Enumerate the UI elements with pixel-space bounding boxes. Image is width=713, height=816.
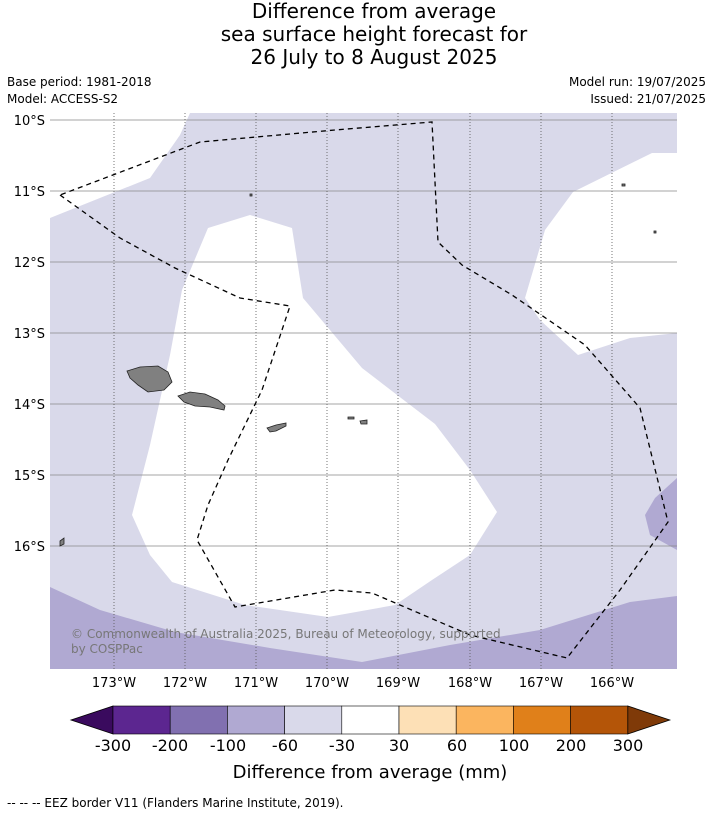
- region-below-100-east: [645, 478, 677, 550]
- lon-label: 168°W: [448, 676, 492, 691]
- copyright-line-1: © Commonwealth of Australia 2025, Bureau…: [71, 627, 501, 641]
- region-neutral-central: [132, 215, 497, 617]
- colorbar-tick-label: 100: [499, 736, 530, 755]
- map-title: Difference from average sea surface heig…: [0, 0, 713, 69]
- map-area: © Commonwealth of Australia 2025, Bureau…: [50, 113, 677, 669]
- lat-label: 11°S: [14, 185, 45, 200]
- longitude-labels: 173°W 172°W 171°W 170°W 169°W 168°W 167°…: [92, 676, 634, 691]
- lat-label: 16°S: [14, 540, 45, 555]
- title-line-3: 26 July to 8 August 2025: [250, 45, 498, 69]
- region-below-100-south: [50, 587, 677, 669]
- colorbar-segment: [169, 705, 228, 735]
- island-speck-north: [249, 193, 253, 197]
- colorbar-extend-high: [627, 705, 672, 735]
- base-period: Base period: 1981-2018: [7, 75, 152, 89]
- lat-label: 13°S: [14, 327, 45, 342]
- colorbar-tick-label: -30: [329, 736, 355, 755]
- colorbar-segment: [341, 705, 400, 735]
- meta-left: Base period: 1981-2018 Model: ACCESS-S2: [7, 74, 152, 108]
- latitude-labels: 10°S 11°S 12°S 13°S 14°S 15°S 16°S: [14, 114, 45, 555]
- colorbar-segment: [570, 705, 629, 735]
- colorbar-tick-label: 30: [389, 736, 409, 755]
- island-speck-east: [653, 230, 657, 234]
- lon-label: 171°W: [234, 676, 278, 691]
- colorbar-segment: [513, 705, 571, 735]
- colorbar-segment: [455, 705, 514, 735]
- colorbar-tick-label: 60: [447, 736, 467, 755]
- lat-label: 12°S: [14, 256, 45, 271]
- lon-label: 172°W: [163, 676, 207, 691]
- island-atoll-northeast: [621, 183, 626, 187]
- land-masses: [59, 183, 657, 547]
- lon-label: 173°W: [92, 676, 136, 691]
- lon-label: 169°W: [376, 676, 420, 691]
- region-neutral-northwest: [50, 113, 190, 218]
- issued-date: Issued: 21/07/2025: [590, 92, 706, 106]
- lon-label: 167°W: [519, 676, 563, 691]
- colorbar-segment: [284, 705, 343, 735]
- lon-label: 170°W: [305, 676, 349, 691]
- island-tutuila: [266, 422, 287, 433]
- eez-footnote: -- -- -- EEZ border V11 (Flanders Marine…: [7, 796, 344, 810]
- island-savaii: [126, 365, 173, 393]
- island-swains-southwest: [59, 537, 65, 547]
- model-name: Model: ACCESS-S2: [7, 92, 119, 106]
- colorbar-extend-low: [69, 705, 114, 735]
- lon-label: 166°W: [590, 676, 634, 691]
- colorbar: [69, 705, 672, 735]
- colorbar-label: Difference from average (mm): [233, 762, 508, 783]
- title-line-2: sea surface height forecast for: [220, 22, 528, 46]
- title-line-1: Difference from average: [251, 0, 497, 23]
- island-manua-west: [347, 416, 355, 420]
- colorbar-tick-label: -300: [95, 736, 131, 755]
- colorbar-segment: [227, 705, 285, 735]
- colorbar-tick-label: -60: [272, 736, 298, 755]
- colorbar-tick-label: 200: [556, 736, 587, 755]
- colorbar-tick-label: 300: [613, 736, 644, 755]
- colorbar-tick-label: -200: [152, 736, 188, 755]
- model-run: Model run: 19/07/2025: [568, 75, 706, 89]
- colorbar-segment: [398, 705, 457, 735]
- lat-label: 15°S: [14, 469, 45, 484]
- region-neutral-east: [525, 153, 677, 355]
- colorbar-tick-label: -100: [210, 736, 246, 755]
- lat-label: 10°S: [14, 114, 45, 129]
- colorbar-tick-labels: -300 -200 -100 -60 -30 30 60 100 200 300: [95, 736, 643, 755]
- latitude-gridlines: [50, 119, 677, 547]
- copyright-line-2: by COSPPac: [71, 642, 143, 656]
- lat-label: 14°S: [14, 398, 45, 413]
- island-upolu: [177, 391, 226, 411]
- meta-right: Model run: 19/07/2025 Issued: 21/07/2025: [569, 74, 706, 108]
- colorbar-segment: [112, 705, 171, 735]
- island-manua-east: [359, 419, 368, 425]
